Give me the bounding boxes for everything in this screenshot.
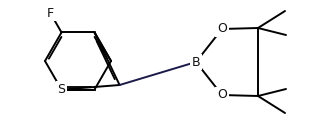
Text: F: F (47, 7, 54, 20)
Text: S: S (58, 83, 65, 96)
Text: B: B (192, 56, 200, 68)
Text: O: O (217, 22, 227, 35)
Text: O: O (217, 89, 227, 102)
